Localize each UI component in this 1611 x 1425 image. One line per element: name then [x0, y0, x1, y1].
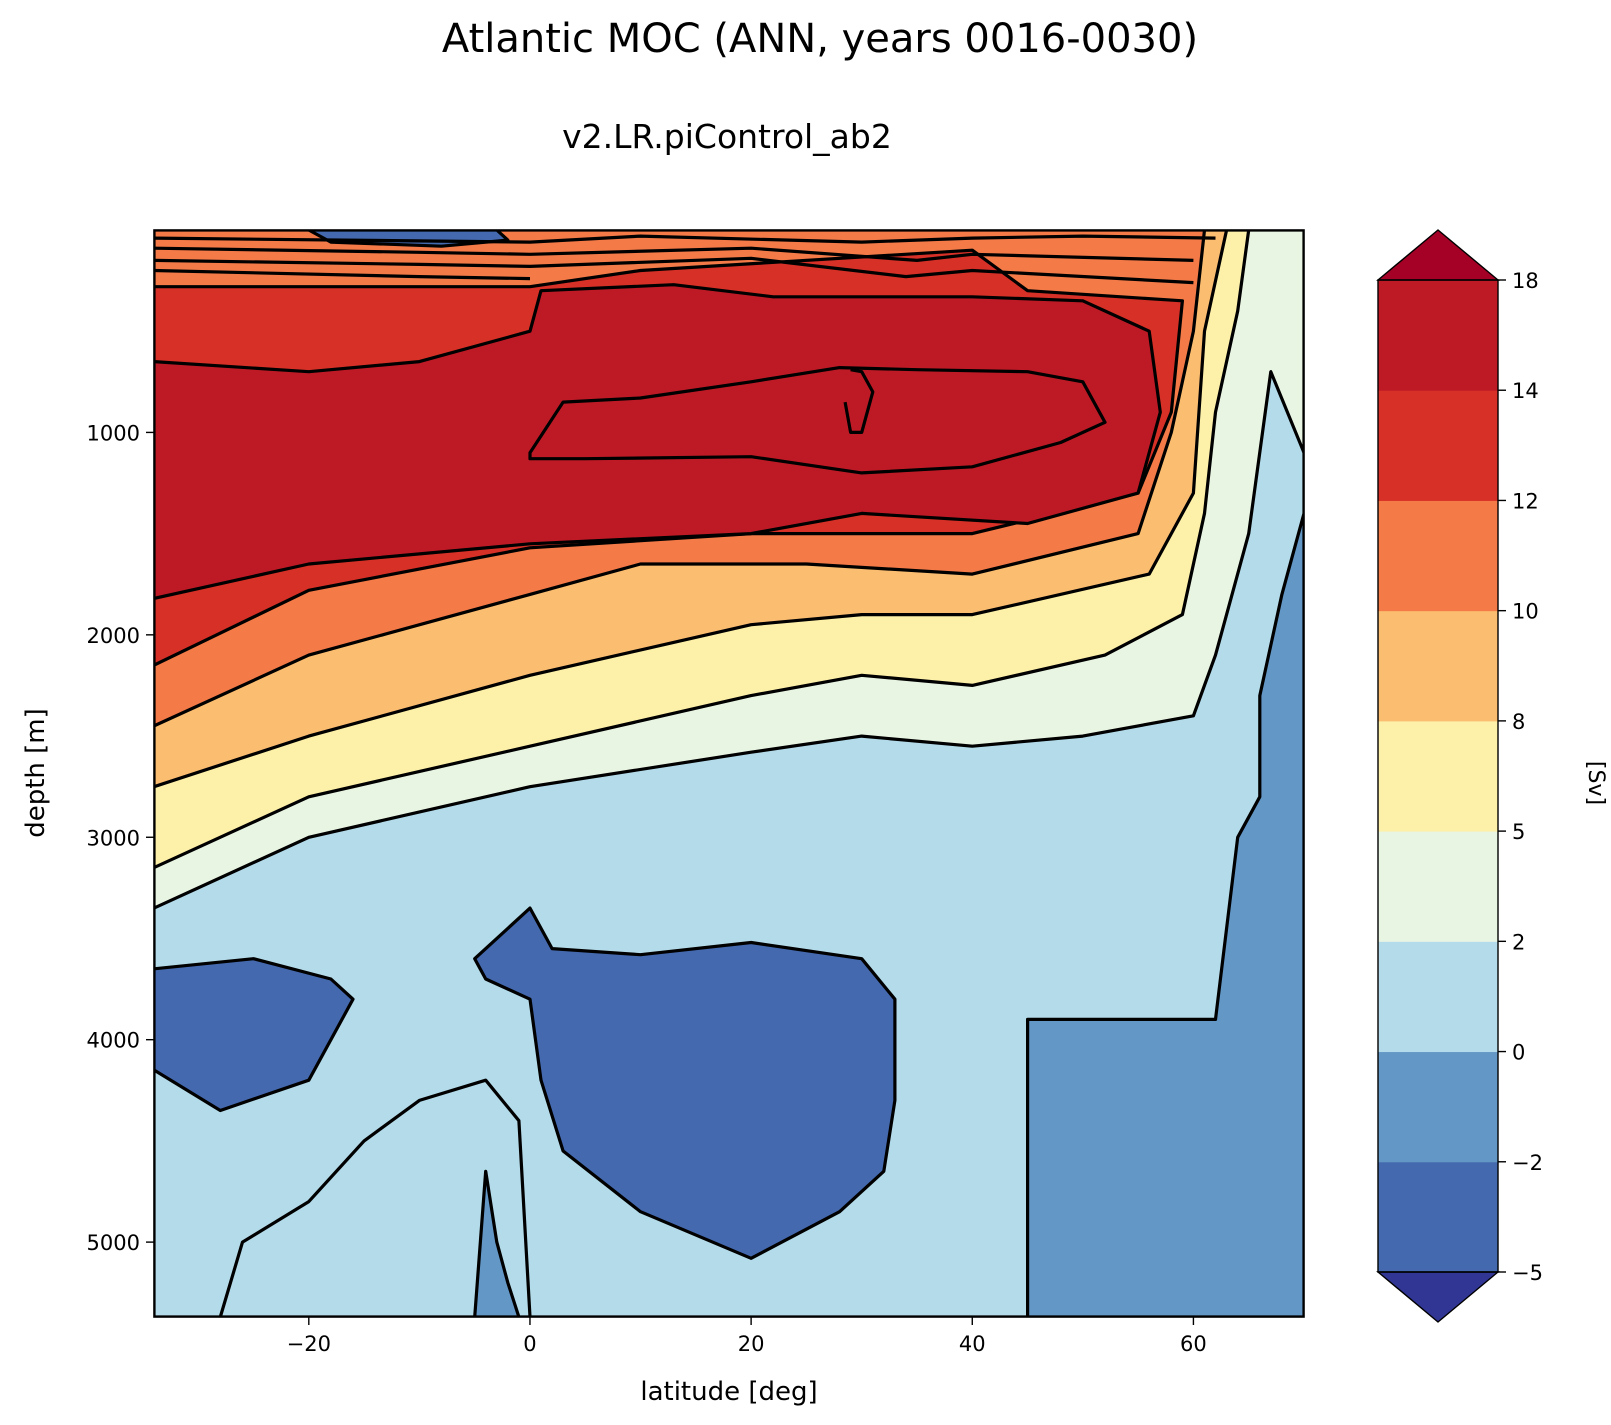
colorbar-tick-label: 18 [1512, 269, 1539, 293]
colorbar-segment [1378, 280, 1498, 391]
x-axis-label: latitude [deg] [640, 1377, 817, 1407]
x-tick-label: 60 [1180, 1332, 1207, 1356]
colorbar-tick-label: 0 [1512, 1041, 1525, 1065]
plot-area [154, 230, 1304, 1317]
contour-line [154, 234, 1216, 244]
colorbar-segment [1378, 831, 1498, 942]
colorbar-segment [1378, 1051, 1498, 1163]
colorbar-tick-label: −5 [1512, 1261, 1543, 1285]
contour-region [218, 1078, 532, 1317]
colorbar-segment [1378, 500, 1498, 612]
y-tick-label: 4000 [87, 1029, 140, 1053]
colorbar-segment [1378, 390, 1498, 501]
contour-line [154, 256, 1194, 285]
y-tick-label: 3000 [87, 826, 140, 850]
colorbar-tick-label: 2 [1512, 930, 1525, 954]
chart-title: Atlantic MOC (ANN, years 0016-0030) [442, 16, 1198, 62]
contour-region [307, 230, 510, 248]
x-tick-label: −20 [287, 1332, 331, 1356]
colorbar: −5 −2 0 2 5 8 10 12 14 18 [1376, 229, 1543, 1323]
chart-subtitle: v2.LR.piControl_ab2 [562, 117, 892, 156]
y-tick-label: 5000 [87, 1231, 140, 1255]
colorbar-segment [1378, 610, 1498, 722]
plot-frame [153, 229, 1305, 1318]
x-axis: −20 0 20 40 60 [287, 1317, 1207, 1356]
colorbar-label: [Sv] [1583, 761, 1608, 805]
contour-line [154, 268, 531, 281]
colorbar-extend-max [1376, 229, 1500, 281]
contour-line [154, 246, 1194, 262]
colorbar-tick-label: 10 [1512, 600, 1539, 624]
colorbar-segment [1378, 941, 1498, 1053]
x-tick-label: 0 [523, 1332, 536, 1356]
x-tick-label: 40 [959, 1332, 986, 1356]
y-axis-label: depth [m] [21, 708, 51, 838]
contour-line [843, 368, 875, 434]
colorbar-segment [1378, 1161, 1498, 1273]
y-axis: 1000 2000 3000 4000 5000 [87, 421, 154, 1255]
colorbar-tick-label: 14 [1512, 379, 1539, 403]
colorbar-frame [1377, 279, 1499, 1273]
y-tick-label: 2000 [87, 624, 140, 648]
contour-region [154, 957, 355, 1113]
colorbar-tick-label: 5 [1512, 820, 1525, 844]
contour-region [528, 366, 1107, 475]
colorbar-extend-min [1376, 1271, 1500, 1323]
colorbar-tick-label: 8 [1512, 710, 1525, 734]
y-tick-label: 1000 [87, 421, 140, 445]
colorbar-segment [1378, 720, 1498, 832]
contour-region [473, 1169, 521, 1317]
colorbar-tick-label: 12 [1512, 489, 1539, 513]
colorbar-tick-label: −2 [1512, 1151, 1543, 1175]
x-tick-label: 20 [738, 1332, 765, 1356]
contour-region [473, 906, 897, 1260]
